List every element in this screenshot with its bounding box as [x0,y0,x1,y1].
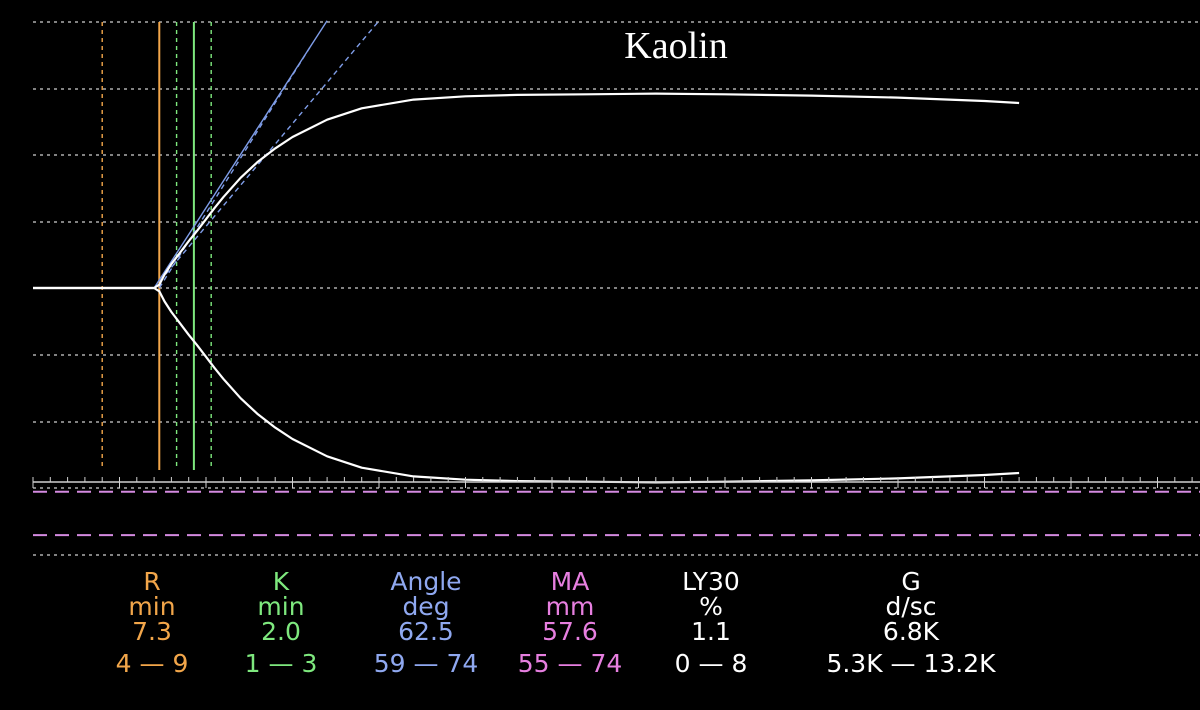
time-axis [32,477,1200,488]
param-column: LY30%1.1 0 — 8 [675,567,748,678]
param-range: 4 — 9 [116,649,189,678]
param-label: LY30 [682,567,740,596]
upper-curve [33,92,1020,290]
param-unit: mm [546,592,595,621]
param-column: Gd/sc6.8K 5.3K — 13.2K [826,567,996,678]
param-unit: min [128,592,175,621]
param-label: R [143,567,160,596]
param-unit: d/sc [885,592,936,621]
param-value: 57.6 [542,617,598,646]
param-label: Angle [390,567,461,596]
param-value: 2.0 [261,617,301,646]
param-label: MA [551,567,590,596]
param-unit: deg [402,592,449,621]
param-range: 59 — 74 [374,649,479,678]
param-range: 0 — 8 [675,649,748,678]
param-range: 55 — 74 [518,649,623,678]
gridlines [33,21,1200,556]
chart-title: Kaolin [624,25,727,67]
param-value: 7.3 [132,617,172,646]
param-value: 6.8K [883,617,940,646]
param-label: K [273,567,290,596]
param-range: 5.3K — 13.2K [826,649,996,678]
param-value: 62.5 [398,617,454,646]
param-unit: min [257,592,304,621]
param-unit: % [699,592,723,621]
param-range: 1 — 3 [245,649,318,678]
param-value: 1.1 [691,617,731,646]
param-label: G [901,567,920,596]
